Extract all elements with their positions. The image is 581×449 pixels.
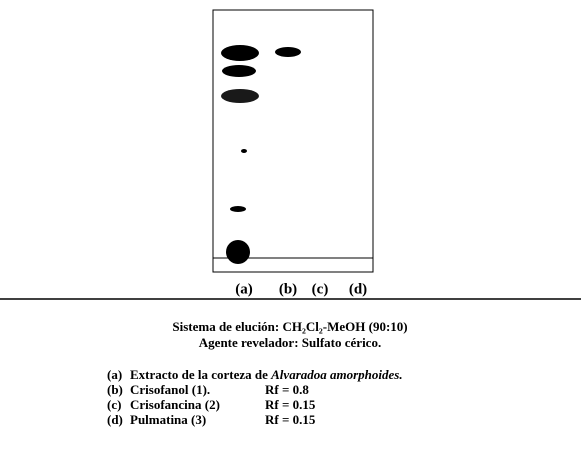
lane-label: (c) [312,281,329,297]
legend-key: (d) [107,412,123,427]
legend-rf: Rf = 0.15 [265,397,316,412]
figure: (a) (b) (c) (d) Sistema de elución: CH₂C… [0,0,581,449]
spot [221,45,259,61]
legend-key: (a) [107,367,122,382]
lane-label: (b) [279,281,297,297]
legend-rf: Rf = 0.8 [265,382,309,397]
spot [230,206,246,212]
caption-line: Sistema de elución: CH₂Cl₂-MeOH (90:10) [172,319,407,334]
spot [241,149,247,153]
legend-key: (c) [107,397,121,412]
spot [221,89,259,103]
legend-name: Extracto de la corteza de [130,367,268,382]
legend-key: (b) [107,382,123,397]
legend-species: Alvaradoa amorphoides. [270,367,402,382]
legend-name: Crisofancina (2) [130,397,220,412]
legend-name: Crisofanol (1). [130,382,210,397]
legend-name: Extracto de la corteza de Alvaradoa amor… [130,367,403,382]
spot [222,65,256,77]
spot [226,240,250,264]
legend-rf: Rf = 0.15 [265,412,316,427]
caption-line: Agente revelador: Sulfato cérico. [199,335,381,350]
lane-label: (d) [349,281,367,297]
legend-name: Pulmatina (3) [130,412,206,427]
spot [275,47,301,57]
lane-label: (a) [235,281,253,297]
